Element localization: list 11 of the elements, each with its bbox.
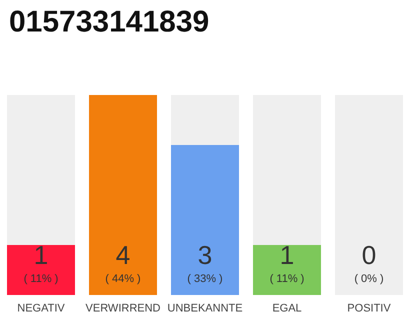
data-label: 0 ( 0% ) (354, 240, 384, 285)
x-tick-label: EGAL (272, 302, 302, 314)
x-tick-label: NEGATIV (17, 302, 66, 314)
data-label: 1 ( 11% ) (24, 240, 58, 285)
x-tick-label: POSITIV (347, 302, 392, 314)
data-label: 4 ( 44% ) (105, 240, 141, 285)
x-tick-label: UNBEKANNTE (167, 302, 243, 314)
data-label: 1 ( 11% ) (270, 240, 304, 285)
chart-title: 015733141839 (9, 6, 210, 38)
data-label: 3 ( 33% ) (187, 240, 223, 285)
x-tick-label: VERWIRREND (86, 302, 161, 314)
